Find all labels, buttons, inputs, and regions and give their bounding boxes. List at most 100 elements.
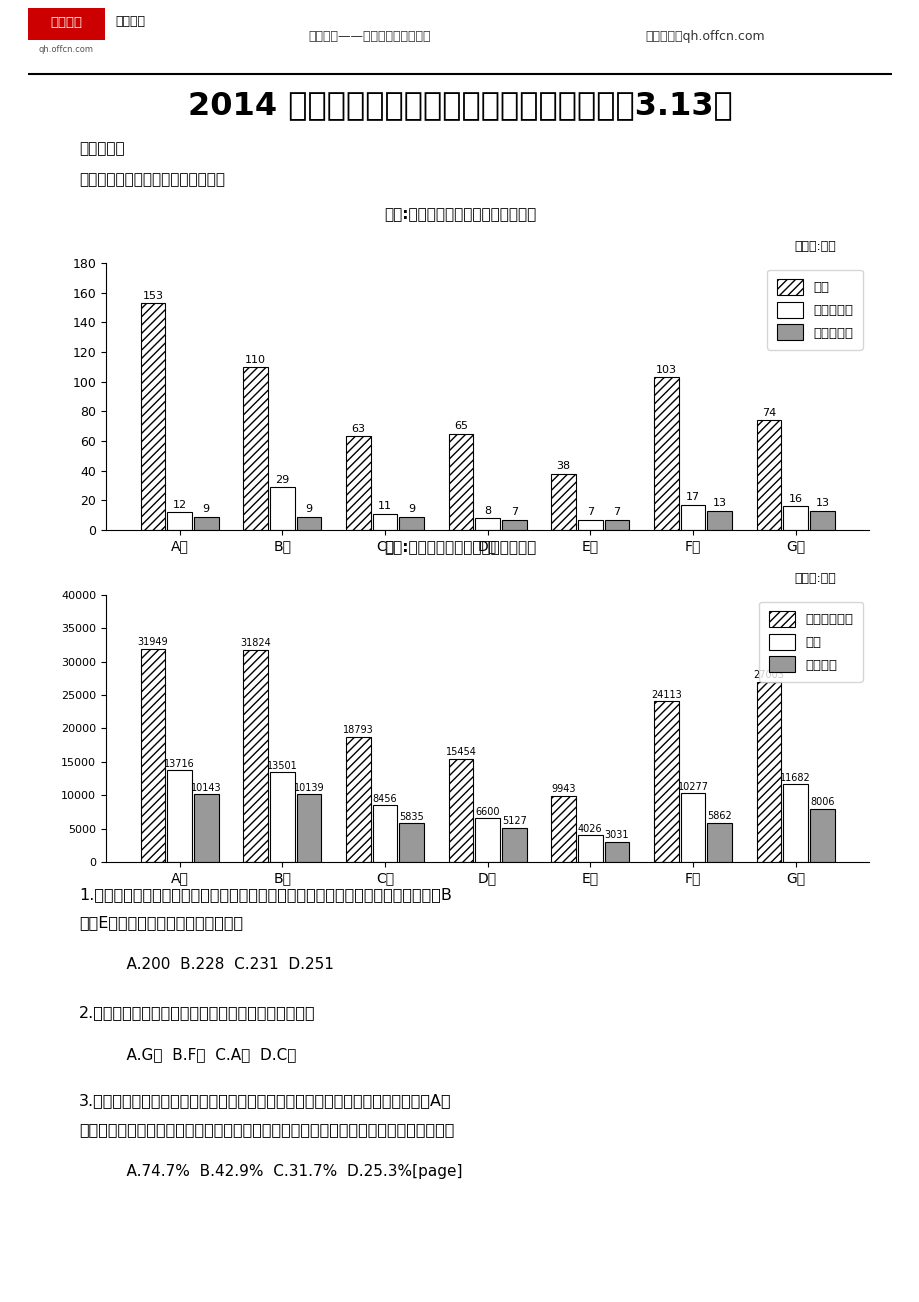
Text: 65: 65 [453, 422, 468, 431]
Bar [167, 512, 192, 530]
Text: A.G市  B.F市  C.A市  D.C市: A.G市 B.F市 C.A市 D.C市 [108, 1048, 297, 1062]
Text: 18793: 18793 [343, 725, 373, 736]
Bar [604, 519, 629, 530]
Bar [475, 518, 499, 530]
Text: 74: 74 [761, 408, 776, 418]
Text: 13: 13 [712, 499, 726, 508]
Text: 5127: 5127 [502, 816, 527, 827]
Text: 7: 7 [613, 508, 620, 517]
Bar [653, 700, 678, 862]
Text: 8: 8 [483, 506, 491, 516]
Text: 12: 12 [172, 500, 187, 510]
Text: 一、根据以下资料，回答下列问题：: 一、根据以下资料，回答下列问题： [79, 172, 225, 187]
Bar [296, 794, 321, 862]
Text: 卫生技术人员中除去医护人员以外的工作人员人数，占卫生技术人员人数的比例为多少？: 卫生技术人员中除去医护人员以外的工作人员人数，占卫生技术人员人数的比例为多少？ [79, 1121, 454, 1137]
Text: 图二:某省各个城市的卫生人员分布图: 图二:某省各个城市的卫生人员分布图 [383, 540, 536, 556]
Bar [755, 682, 780, 862]
Text: A.74.7%  B.42.9%  C.31.7%  D.25.3%[page]: A.74.7% B.42.9% C.31.7% D.25.3%[page] [108, 1164, 462, 1178]
Text: 5835: 5835 [399, 811, 424, 822]
Bar [372, 806, 397, 862]
Text: 13501: 13501 [267, 760, 297, 771]
Text: 4026: 4026 [577, 824, 602, 833]
Text: 11: 11 [378, 501, 391, 512]
Text: 6600: 6600 [475, 806, 499, 816]
Text: 青海分校: 青海分校 [116, 16, 145, 29]
Bar [502, 519, 526, 530]
Text: 63: 63 [351, 424, 365, 435]
Text: 8456: 8456 [372, 794, 397, 805]
Text: 31824: 31824 [240, 638, 270, 648]
Text: 13: 13 [814, 499, 828, 508]
Bar [269, 772, 294, 862]
Legend: 卫生技术人员, 医生, 注册护士: 卫生技术人员, 医生, 注册护士 [758, 602, 862, 681]
Text: 7: 7 [586, 508, 593, 517]
Bar [680, 505, 705, 530]
Text: 9943: 9943 [550, 784, 575, 794]
Text: 7: 7 [510, 508, 517, 517]
Text: 图一:某省各个城市的卫生机构分布图: 图一:某省各个城市的卫生机构分布图 [383, 207, 536, 223]
Bar [782, 784, 807, 862]
Bar [680, 793, 705, 862]
Text: 3.图中卫生技术人员的人数包括医生和注册护士，还包括其他相关工作人员。那么A市: 3.图中卫生技术人员的人数包括医生和注册护士，还包括其他相关工作人员。那么A市 [79, 1094, 451, 1108]
Bar [577, 519, 602, 530]
Bar [243, 650, 267, 862]
Text: 38: 38 [556, 461, 570, 471]
Text: 1.如果该省的卫生机构数按照医院、卫生防疫站和妇幼保健站数的总和来统计，那么B: 1.如果该省的卫生机构数按照医院、卫生防疫站和妇幼保健站数的总和来统计，那么B [79, 887, 451, 902]
Text: 13716: 13716 [164, 759, 195, 769]
Bar [502, 828, 526, 862]
Bar [141, 648, 165, 862]
Bar [448, 759, 472, 862]
Text: 9: 9 [408, 504, 414, 514]
Bar [346, 436, 370, 530]
Text: 153: 153 [142, 290, 164, 301]
Bar [809, 510, 834, 530]
Bar [653, 378, 678, 530]
Bar [707, 823, 732, 862]
Bar [296, 517, 321, 530]
Text: 8006: 8006 [810, 797, 834, 807]
Text: 10143: 10143 [191, 783, 221, 793]
Text: 11682: 11682 [779, 772, 811, 783]
Bar [809, 809, 834, 862]
Bar [448, 434, 472, 530]
Text: 29: 29 [275, 475, 289, 484]
Bar [194, 794, 219, 862]
Text: A.200  B.228  C.231  D.251: A.200 B.228 C.231 D.251 [108, 957, 334, 973]
Text: 103: 103 [655, 365, 676, 375]
Legend: 医院, 卫生防疫站, 妇幼保健站: 医院, 卫生防疫站, 妇幼保健站 [766, 270, 862, 349]
Bar [141, 303, 165, 530]
Text: 3031: 3031 [604, 831, 629, 840]
Bar [399, 517, 424, 530]
Bar [550, 796, 575, 862]
Text: 官方网址：qh.offcn.com: 官方网址：qh.offcn.com [644, 30, 764, 43]
Bar [399, 823, 424, 862]
Text: 27003: 27003 [753, 671, 784, 681]
Text: 10277: 10277 [676, 783, 708, 792]
Bar [755, 421, 780, 530]
Text: 2.医生人数和注册护士人数的比例最高的是哪个城市？: 2.医生人数和注册护士人数的比例最高的是哪个城市？ [79, 1005, 315, 1021]
Text: 15454: 15454 [445, 747, 476, 758]
Bar [28, 8, 105, 40]
Bar [782, 506, 807, 530]
Bar [269, 487, 294, 530]
Text: （单位:个）: （单位:个） [793, 572, 835, 585]
Text: 16: 16 [788, 493, 801, 504]
Bar [475, 818, 499, 862]
Bar [372, 513, 397, 530]
Bar [167, 771, 192, 862]
Text: 9: 9 [305, 504, 312, 514]
Bar [550, 474, 575, 530]
Text: 110: 110 [244, 354, 266, 365]
Bar [707, 510, 732, 530]
Bar [194, 517, 219, 530]
Text: 5862: 5862 [707, 811, 732, 822]
Text: 市和E市的卫生机构数的总和是多少？: 市和E市的卫生机构数的总和是多少？ [79, 915, 244, 930]
Text: qh.offcn.com: qh.offcn.com [39, 44, 94, 53]
Text: 24113: 24113 [651, 690, 681, 699]
Text: 31949: 31949 [137, 638, 168, 647]
Text: 中公教育: 中公教育 [51, 16, 82, 29]
Text: 中公教育——给人改变未来的力量: 中公教育——给人改变未来的力量 [309, 30, 431, 43]
Text: 2014 年青海行政职业能力测试每日一练试题（3.13）: 2014 年青海行政职业能力测试每日一练试题（3.13） [187, 90, 732, 121]
Bar [346, 737, 370, 862]
Text: 17: 17 [686, 492, 699, 503]
